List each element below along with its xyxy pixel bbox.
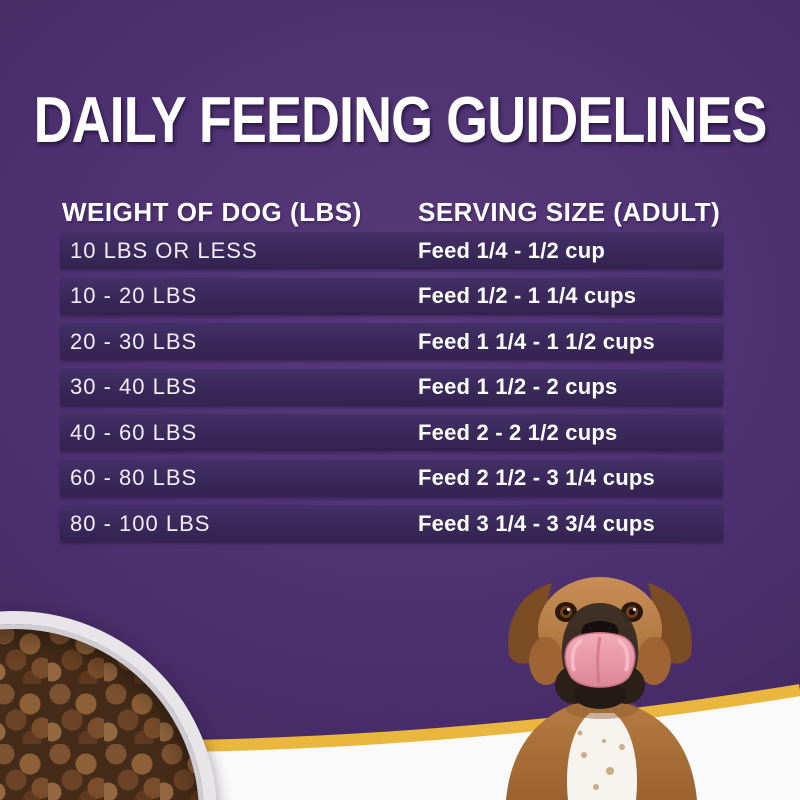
weight-cell: 80 - 100 LBS: [70, 510, 211, 536]
serving-cell: Feed 3 1/4 - 3 3/4 cups: [418, 510, 655, 536]
weight-cell: 20 - 30 LBS: [70, 328, 198, 354]
dog-cheek-right: [637, 637, 671, 685]
table-row: 60 - 80 LBS Feed 2 1/2 - 3 1/4 cups: [60, 459, 723, 497]
table-row: 30 - 40 LBS Feed 1 1/2 - 2 cups: [60, 368, 723, 406]
dog-tongue-crease: [596, 636, 602, 684]
serving-cell: Feed 1/4 - 1/2 cup: [418, 237, 606, 263]
table-row: 80 - 100 LBS Feed 3 1/4 - 3 3/4 cups: [60, 505, 723, 542]
column-header-serving: SERVING SIZE (ADULT): [418, 197, 721, 227]
table-row: 10 - 20 LBS Feed 1/2 - 1 1/4 cups: [60, 277, 723, 315]
serving-cell: Feed 1 1/2 - 2 cups: [418, 374, 618, 399]
column-header-weight: WEIGHT OF DOG (LBS): [62, 197, 362, 227]
dog-cheek-left: [529, 637, 563, 685]
weight-cell: 30 - 40 LBS: [70, 374, 198, 399]
serving-cell: Feed 1 1/4 - 1 1/2 cups: [418, 328, 655, 354]
weight-cell: 10 - 20 LBS: [70, 283, 198, 308]
table-row: 20 - 30 LBS Feed 1 1/4 - 1 1/2 cups: [60, 323, 723, 360]
dog-tongue-curl-right: [616, 638, 630, 672]
serving-cell: Feed 2 1/2 - 3 1/4 cups: [418, 465, 655, 490]
dog-chin: [574, 681, 626, 709]
dog-tongue-curl-left: [570, 638, 584, 672]
serving-cell: Feed 2 - 2 1/2 cups: [418, 419, 618, 445]
dog-tongue: [564, 632, 636, 688]
serving-cell: Feed 1/2 - 1 1/4 cups: [418, 283, 637, 308]
table-row: 40 - 60 LBS Feed 2 - 2 1/2 cups: [60, 414, 723, 451]
weight-cell: 10 LBS OR LESS: [70, 237, 258, 263]
table-header: WEIGHT OF DOG (LBS) SERVING SIZE (ADULT): [60, 197, 723, 227]
boxer-dog-photo: [506, 577, 697, 800]
weight-cell: 40 - 60 LBS: [70, 419, 198, 445]
feeding-table: 10 LBS OR LESS Feed 1/4 - 1/2 cup 10 - 2…: [60, 232, 723, 551]
weight-cell: 60 - 80 LBS: [70, 465, 198, 490]
page-title-text: DAILY FEEDING GUIDELINES: [33, 83, 768, 157]
dog-chest-speckles: [577, 730, 625, 790]
page-title: DAILY FEEDING GUIDELINES: [0, 87, 800, 152]
dog-chest-white: [566, 713, 638, 800]
table-row: 10 LBS OR LESS Feed 1/4 - 1/2 cup: [60, 232, 723, 269]
